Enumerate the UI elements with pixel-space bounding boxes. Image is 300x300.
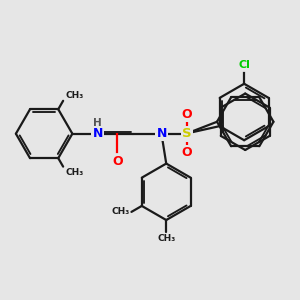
Text: N: N bbox=[157, 127, 167, 140]
Text: O: O bbox=[182, 146, 192, 159]
Text: H: H bbox=[93, 118, 102, 128]
Text: O: O bbox=[112, 155, 123, 168]
Text: O: O bbox=[182, 108, 192, 121]
Text: CH₃: CH₃ bbox=[65, 91, 84, 100]
Text: S: S bbox=[182, 127, 192, 140]
Text: CH₃: CH₃ bbox=[111, 207, 129, 216]
Text: Cl: Cl bbox=[238, 60, 250, 70]
Text: CH₃: CH₃ bbox=[157, 234, 176, 243]
Text: N: N bbox=[92, 127, 103, 140]
Text: CH₃: CH₃ bbox=[65, 168, 84, 177]
